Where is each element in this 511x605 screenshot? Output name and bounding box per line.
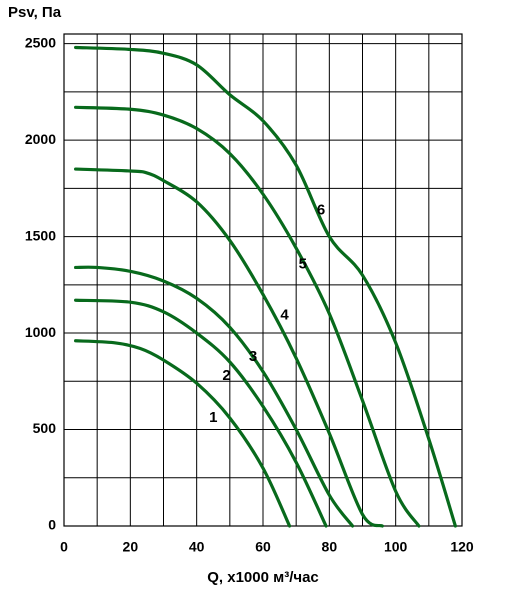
fan-curve — [74, 105, 421, 528]
x-tick-label: 0 — [60, 539, 68, 555]
curve-label: 6 — [317, 202, 325, 219]
curve-label: 3 — [249, 348, 257, 365]
x-tick-label: 100 — [384, 539, 408, 555]
fan-curve — [74, 298, 328, 528]
y-tick-label: 0 — [48, 517, 56, 533]
curve-label: 2 — [222, 367, 230, 384]
curve-label: 1 — [209, 409, 217, 426]
fan-curve — [74, 167, 384, 528]
curve-label: 4 — [280, 307, 289, 324]
y-tick-label: 1000 — [25, 324, 56, 340]
x-tick-label: 60 — [255, 539, 271, 555]
x-tick-label: 80 — [322, 539, 338, 555]
x-tick-label: 40 — [189, 539, 205, 555]
y-axis-title: Psv, Па — [8, 4, 62, 21]
x-tick-label: 20 — [123, 539, 139, 555]
y-tick-label: 1500 — [25, 227, 56, 243]
curve-label: 5 — [299, 256, 307, 273]
y-tick-label: 2000 — [25, 131, 56, 147]
fan-curve — [74, 265, 355, 528]
x-tick-label: 120 — [450, 539, 474, 555]
y-tick-label: 500 — [33, 420, 57, 436]
fan-curve — [74, 45, 457, 528]
fan-curve — [74, 339, 292, 528]
x-axis-title: Q, x1000 м³/час — [207, 569, 319, 586]
y-tick-label: 2500 — [25, 34, 56, 50]
